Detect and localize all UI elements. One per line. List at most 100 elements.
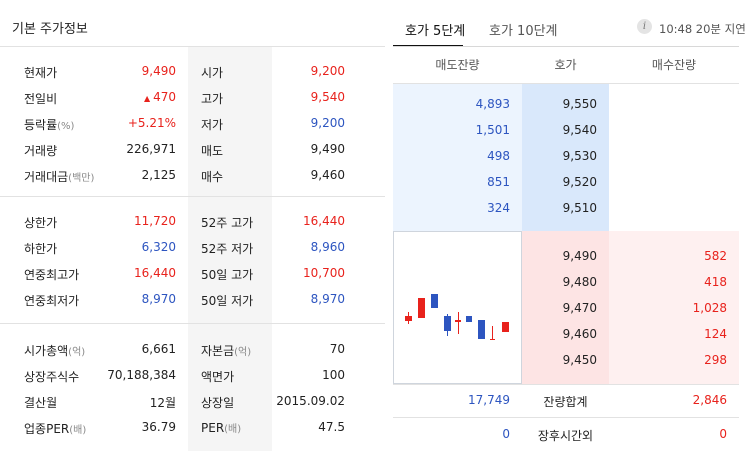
row-value: 226,971 [100,142,176,156]
row-value2: 9,490 [310,142,345,156]
row-label-text: 현재가 [24,66,58,80]
row-label: 결산월 [24,394,57,411]
total-label: 잔량합계 [543,395,588,409]
row-value-text: 12월 [149,396,176,410]
row-label: 상한가 [24,214,57,231]
row-label-text: 결산월 [24,396,58,410]
tab-10-levels[interactable]: 호가 10단계 [489,24,558,39]
bid-volume: 124 [704,327,727,341]
info-icon[interactable]: i [637,19,652,34]
row-label: 상장주식수 [24,368,79,385]
row-label2: 시가 [201,64,223,81]
row-value: 8,970 [100,292,176,306]
mini-candle-chart [393,231,522,384]
row-value: 16,440 [100,266,176,280]
after-hours-ask-volume: 0 [502,427,510,441]
row-label2-text: 자본금 [201,344,235,358]
row-value2: 10,700 [303,266,345,280]
ask-price[interactable]: 9,530 [562,149,597,163]
row-label2: 50일 고가 [201,266,253,283]
row-label-unit: (%) [57,121,75,132]
row-label-text: 시가총액 [24,344,69,358]
candle [466,316,472,322]
bid-price[interactable]: 9,460 [562,327,597,341]
row-value: 9,490 [100,64,176,78]
up-arrow-icon: ▲ [143,94,151,103]
row-label2: 자본금(억) [201,342,251,359]
price-header: 호가 [554,58,577,72]
row-label2-text: 저가 [201,118,224,132]
bid-volume: 298 [704,353,727,367]
left-header-divider [0,46,385,47]
row-value-text: 16,440 [134,266,176,280]
row-value-text: 8,970 [141,292,176,306]
row-label2-text: 52주 고가 [201,216,254,230]
row-value: 6,661 [100,342,176,356]
ask-price[interactable]: 9,510 [562,201,597,215]
header-bottom-line [393,83,739,84]
ask-price[interactable]: 9,550 [562,97,597,111]
total-ask-volume: 17,749 [468,393,510,407]
ask-price[interactable]: 9,540 [562,123,597,137]
row-value: 70,188,384 [100,368,176,382]
row-value2: 9,460 [310,168,345,182]
row-label-text: 등락률 [24,118,58,132]
ask-area [393,84,522,231]
bid-price[interactable]: 9,480 [562,275,597,289]
row-label2-text: 상장일 [201,396,235,410]
bid-price[interactable]: 9,490 [562,249,597,263]
row-value-text: 470 [153,90,176,104]
row-label2: 상장일 [201,394,234,411]
bid-price[interactable]: 9,470 [562,301,597,315]
row-label-text: 거래량 [24,144,58,158]
row-label-text: 상한가 [24,216,58,230]
row-label-text: 상장주식수 [24,370,80,384]
row-label-text: 업종PER [24,422,70,436]
candle-wick [458,312,459,334]
row-value2: 9,200 [310,116,345,130]
row-value: 36.79 [100,420,176,434]
row-label: 연중최저가 [24,292,79,309]
row-value: 2,125 [100,168,176,182]
after-hours-label: 장후시간외 [537,429,594,443]
candle [455,320,461,322]
row-label: 업종PER(배) [24,420,86,437]
bid-price[interactable]: 9,450 [562,353,597,367]
row-label-text: 연중최저가 [24,294,80,308]
row-label: 현재가 [24,64,57,81]
row-label2: 52주 저가 [201,240,253,257]
row-value2: 8,970 [310,292,345,306]
row-label: 연중최고가 [24,266,79,283]
row-label-unit: (백만) [68,173,95,184]
basic-stock-info-title: 기본 주가정보 [12,22,88,37]
row-label2: 저가 [201,116,223,133]
row-label-text: 전일비 [24,92,58,106]
row-value: +5.21% [100,116,176,130]
row-value: 6,320 [100,240,176,254]
bid-price-area [522,231,609,384]
row-value: ▲ 470 [100,90,176,104]
row-value-text: 6,661 [141,342,176,356]
bid-volume: 1,028 [692,301,727,315]
candle [478,320,485,339]
orderbook-bottom-line [393,384,739,385]
row-value-text: 11,720 [134,214,176,228]
candle [444,316,451,331]
delay-status: 10:48 20분 지연 [659,22,746,36]
row-label-unit: (억) [68,347,86,358]
after-hours-bid-volume: 0 [719,427,727,441]
row-label: 거래대금(백만) [24,168,94,185]
row-label2-text: 50일 고가 [201,268,254,282]
candle [490,339,495,340]
row-value2: 100 [322,368,345,382]
row-label2-text: PER [201,421,225,435]
section-divider-2 [0,323,385,324]
candle-wick [492,326,493,340]
row-label2: 액면가 [201,368,234,385]
bid-volume: 582 [704,249,727,263]
ask-price[interactable]: 9,520 [562,175,597,189]
tab-5-levels[interactable]: 호가 5단계 [405,24,466,39]
candle [418,298,425,318]
ask-volume: 1,501 [475,123,510,137]
ask-volume: 324 [487,201,510,215]
